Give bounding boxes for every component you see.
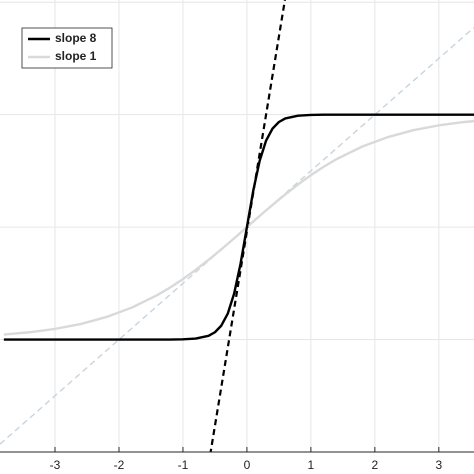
x-tick-label: -2 xyxy=(114,458,125,472)
x-tick-label: 2 xyxy=(372,458,379,472)
x-tick-label: 1 xyxy=(308,458,315,472)
x-tick-label: -3 xyxy=(50,458,61,472)
legend-box xyxy=(21,27,113,69)
x-tick-label: 3 xyxy=(435,458,442,472)
legend-label: slope 1 xyxy=(55,49,97,63)
series-line xyxy=(3,113,474,341)
legend: slope 8 slope 1 xyxy=(21,27,113,69)
ticks: -3 -2 -1 0 1 2 3 xyxy=(50,447,442,472)
legend-label: slope 8 xyxy=(55,31,97,45)
x-tick-label: 0 xyxy=(244,458,251,472)
x-tick-label: -1 xyxy=(178,458,189,472)
